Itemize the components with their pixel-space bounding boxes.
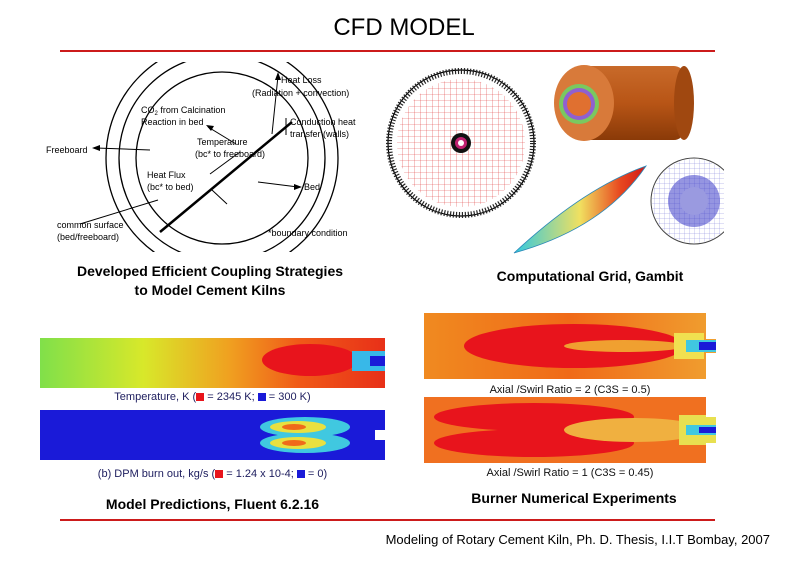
bottom-divider	[60, 519, 715, 521]
temperature-legend-max: = 2345 K;	[204, 391, 258, 403]
freeboard-arrow	[95, 147, 151, 151]
blue-swatch	[257, 393, 266, 401]
grid-caption: Computational Grid, Gambit	[496, 268, 684, 284]
bed-mesh-sliver	[513, 165, 648, 254]
heat-flux-tick	[211, 189, 228, 205]
coupling-caption-line1: Developed Efficient Coupling Strategies	[76, 263, 344, 279]
bed-label: Bed	[304, 182, 320, 192]
coupling-caption-line2: to Model Cement Kilns	[134, 282, 286, 298]
middle-shell-ring	[118, 62, 326, 252]
common-surface-arrow	[79, 199, 159, 225]
bed-surface-line	[159, 121, 293, 233]
heat-loss-arrowhead	[275, 72, 281, 80]
heat-flux-label: Heat Flux	[147, 170, 186, 180]
temperature-tick	[209, 151, 241, 175]
conduction-label: Conduction heat	[290, 117, 356, 127]
kiln-mesh-cross-section	[386, 68, 536, 218]
dpm-legend-prefix: (b) DPM burn out, kg/s (	[97, 468, 216, 480]
co2-arrow	[207, 126, 237, 145]
coupling-caption: Developed Efficient Coupling Strategies …	[40, 262, 380, 300]
common-surface-label: common surface	[57, 220, 124, 230]
co2-label: CO2 from Calcination	[141, 105, 225, 117]
co2-arrowhead	[206, 125, 214, 131]
temperature-legend: Temperature, K ( = 2345 K; = 300 K)	[40, 391, 385, 403]
heat-loss-arrow	[271, 75, 279, 135]
red-swatch	[215, 470, 224, 478]
temperature-legend-prefix: Temperature, K (	[114, 391, 197, 403]
common-surface-sublabel: (bed/freeboard)	[57, 232, 119, 242]
burner-plot2-label: Axial /Swirl Ratio = 1 (C3S = 0.45)	[486, 467, 654, 479]
burner-caption: Burner Numerical Experiments	[471, 490, 677, 506]
heat-flux-sublabel: (bc* to bed)	[147, 182, 194, 192]
top-divider	[60, 50, 715, 52]
co2-sublabel: Reaction in bed	[141, 117, 204, 127]
computational-grid-images	[386, 65, 724, 254]
dpm-burnout-contour-plot	[40, 410, 385, 460]
blue-swatch	[296, 470, 305, 478]
red-swatch	[196, 393, 205, 401]
temperature-sublabel: (bc* to freeboard)	[195, 149, 265, 159]
burner-mesh-cross-section	[650, 157, 724, 245]
dpm-legend: (b) DPM burn out, kg/s ( = 1.24 x 10-4; …	[40, 468, 385, 480]
burner-contour-plot-ratio-2	[424, 313, 716, 379]
footer-citation: Modeling of Rotary Cement Kiln, Ph. D. T…	[385, 532, 770, 547]
temperature-contour-plot	[40, 338, 385, 388]
heat-loss-sublabel: (Radiation + convection)	[252, 88, 349, 98]
outer-shell-ring	[105, 62, 339, 252]
slide-title: CFD MODEL	[333, 14, 475, 41]
kiln-cross-section-diagram: Heat Loss (Radiation + convection) CO2 f…	[46, 62, 356, 252]
kiln-3d-cylinder	[554, 65, 694, 141]
dpm-legend-max: = 1.24 x 10-4;	[223, 468, 297, 480]
bed-arrowhead	[294, 184, 302, 190]
temperature-legend-min: = 300 K)	[265, 391, 311, 403]
dpm-legend-min: = 0)	[304, 468, 328, 480]
inner-shell-ring	[135, 71, 309, 245]
conduction-sublabel: transfer (walls)	[290, 129, 349, 139]
burner-contour-plot-ratio-1	[424, 397, 716, 463]
boundary-condition-note: *boundary condition	[268, 228, 348, 238]
burner-plot1-label: Axial /Swirl Ratio = 2 (C3S = 0.5)	[489, 384, 651, 396]
bed-arrow	[257, 181, 299, 188]
heat-loss-label: Heat Loss	[281, 75, 322, 85]
freeboard-arrowhead	[92, 145, 100, 151]
freeboard-label: Freeboard	[46, 145, 88, 155]
predictions-caption: Model Predictions, Fluent 6.2.16	[105, 496, 320, 512]
temperature-label: Temperature	[197, 137, 248, 147]
